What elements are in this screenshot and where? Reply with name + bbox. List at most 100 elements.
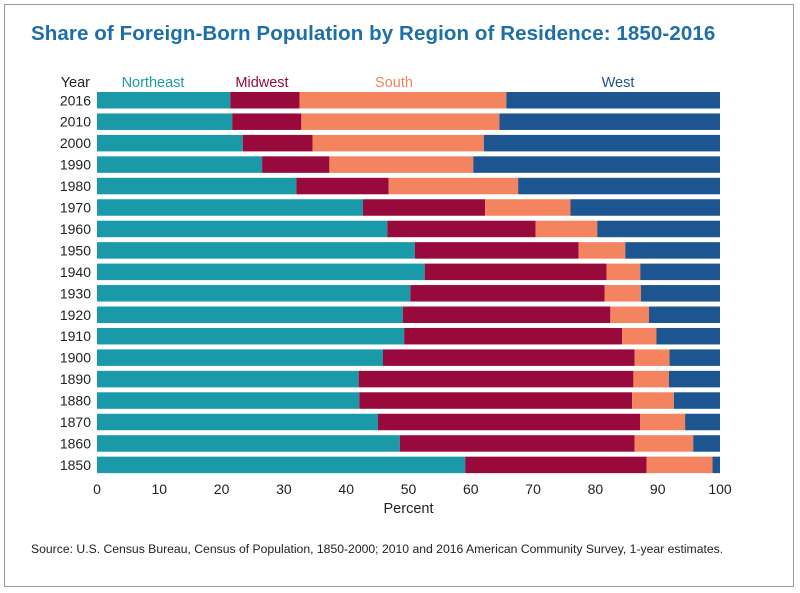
bar-1880-midwest	[359, 392, 633, 409]
x-tick-label-60: 60	[463, 481, 479, 497]
year-label-1870: 1870	[60, 414, 91, 430]
bar-1870-south	[640, 413, 686, 431]
bar-1910-south	[622, 327, 657, 345]
x-tick-label-50: 50	[401, 481, 417, 497]
year-label-2016: 2016	[60, 92, 91, 108]
bar-1940-west	[640, 263, 720, 281]
chart-title: Share of Foreign-Born Population by Regi…	[31, 22, 716, 45]
bar-1850-northeast	[97, 456, 466, 474]
bar-1990-northeast	[97, 156, 263, 173]
legend-northeast: Northeast	[122, 75, 185, 91]
x-tick-label-70: 70	[525, 481, 541, 497]
bar-1910-midwest	[404, 327, 623, 345]
year-label-1910: 1910	[60, 328, 91, 344]
bar-1910-northeast	[97, 327, 405, 345]
bar-1940-midwest	[424, 263, 607, 281]
bar-1850-west	[712, 456, 720, 474]
bar-1950-south	[578, 242, 626, 259]
bar-2010-south	[301, 113, 500, 130]
bar-1860-midwest	[399, 435, 635, 452]
bar-1860-south	[634, 435, 694, 452]
year-label-1960: 1960	[60, 221, 91, 237]
bar-1860-west	[693, 435, 720, 452]
bar-1850-midwest	[465, 456, 647, 474]
bar-2016-south	[299, 92, 507, 109]
bar-1980-midwest	[296, 177, 389, 195]
bar-1990-west	[473, 156, 720, 173]
year-label-1900: 1900	[60, 350, 91, 366]
bar-1920-northeast	[97, 306, 403, 323]
bar-1900-south	[634, 349, 670, 366]
year-label-1930: 1930	[60, 285, 91, 301]
bar-1880-west	[673, 392, 720, 409]
year-label-1860: 1860	[60, 435, 91, 451]
bar-1920-south	[610, 306, 649, 323]
bar-1870-west	[685, 413, 720, 431]
bar-1960-midwest	[387, 220, 536, 238]
x-axis-title: Percent	[384, 501, 434, 517]
x-tick-label-30: 30	[276, 481, 292, 497]
bar-2010-west	[499, 113, 720, 130]
bar-1930-south	[604, 285, 641, 302]
year-label-1880: 1880	[60, 393, 91, 409]
bar-1850-south	[646, 456, 713, 474]
bar-1960-south	[535, 220, 598, 238]
bar-1970-west	[570, 199, 720, 216]
bar-1890-west	[668, 370, 720, 388]
source-note: Source: U.S. Census Bureau, Census of Po…	[31, 542, 724, 556]
bar-2016-midwest	[230, 92, 300, 109]
y-axis-title: Year	[61, 75, 90, 91]
x-tick-label-10: 10	[152, 481, 168, 497]
bar-1950-west	[625, 242, 720, 259]
bar-2000-midwest	[242, 134, 313, 152]
legend: Year Northeast Midwest South West	[61, 75, 635, 91]
bar-1870-northeast	[97, 413, 378, 431]
year-label-1890: 1890	[60, 371, 91, 387]
year-label-1950: 1950	[60, 242, 91, 258]
bar-2000-south	[312, 134, 484, 152]
bar-1920-west	[648, 306, 720, 323]
bar-1890-northeast	[97, 370, 359, 388]
bar-1990-south	[329, 156, 474, 173]
bar-1970-northeast	[97, 199, 364, 216]
year-label-1850: 1850	[60, 457, 91, 473]
bar-1960-northeast	[97, 220, 388, 238]
x-tick-label-100: 100	[708, 481, 732, 497]
bar-2000-northeast	[97, 134, 243, 152]
bar-1940-south	[606, 263, 641, 281]
x-tick-label-40: 40	[338, 481, 354, 497]
bar-1980-northeast	[97, 177, 297, 195]
bar-1870-midwest	[377, 413, 641, 431]
bar-1930-northeast	[97, 285, 411, 302]
x-tick-label-20: 20	[214, 481, 230, 497]
bar-1980-west	[518, 177, 720, 195]
x-tick-label-80: 80	[588, 481, 604, 497]
bar-1910-west	[656, 327, 720, 345]
bar-1950-midwest	[414, 242, 579, 259]
year-label-2010: 2010	[60, 114, 91, 130]
bar-1880-northeast	[97, 392, 360, 409]
year-label-1980: 1980	[60, 178, 91, 194]
bar-1960-west	[597, 220, 720, 238]
y-axis-labels: 2016 2010 2000 1990 1980 1970 1960 1950 1940 1930…	[60, 92, 91, 473]
year-label-2000: 2000	[60, 135, 91, 151]
bar-1930-midwest	[410, 285, 605, 302]
year-label-1920: 1920	[60, 307, 91, 323]
legend-west: West	[602, 75, 635, 91]
x-tick-label-90: 90	[650, 481, 666, 497]
x-axis: 0 10 20 30 40 50 60 70 80 90 100 Percent	[93, 481, 732, 517]
year-label-1990: 1990	[60, 157, 91, 173]
bar-1880-south	[632, 392, 674, 409]
bar-1980-south	[388, 177, 519, 195]
bar-1920-midwest	[402, 306, 611, 323]
bar-2000-west	[483, 134, 720, 152]
bar-1860-northeast	[97, 435, 400, 452]
bar-2010-midwest	[232, 113, 302, 130]
bar-1970-midwest	[363, 199, 486, 216]
bar-2016-west	[506, 92, 720, 109]
bar-1990-midwest	[262, 156, 330, 173]
bar-1890-south	[633, 370, 669, 388]
bar-1890-midwest	[358, 370, 634, 388]
bar-2016-northeast	[97, 92, 231, 109]
